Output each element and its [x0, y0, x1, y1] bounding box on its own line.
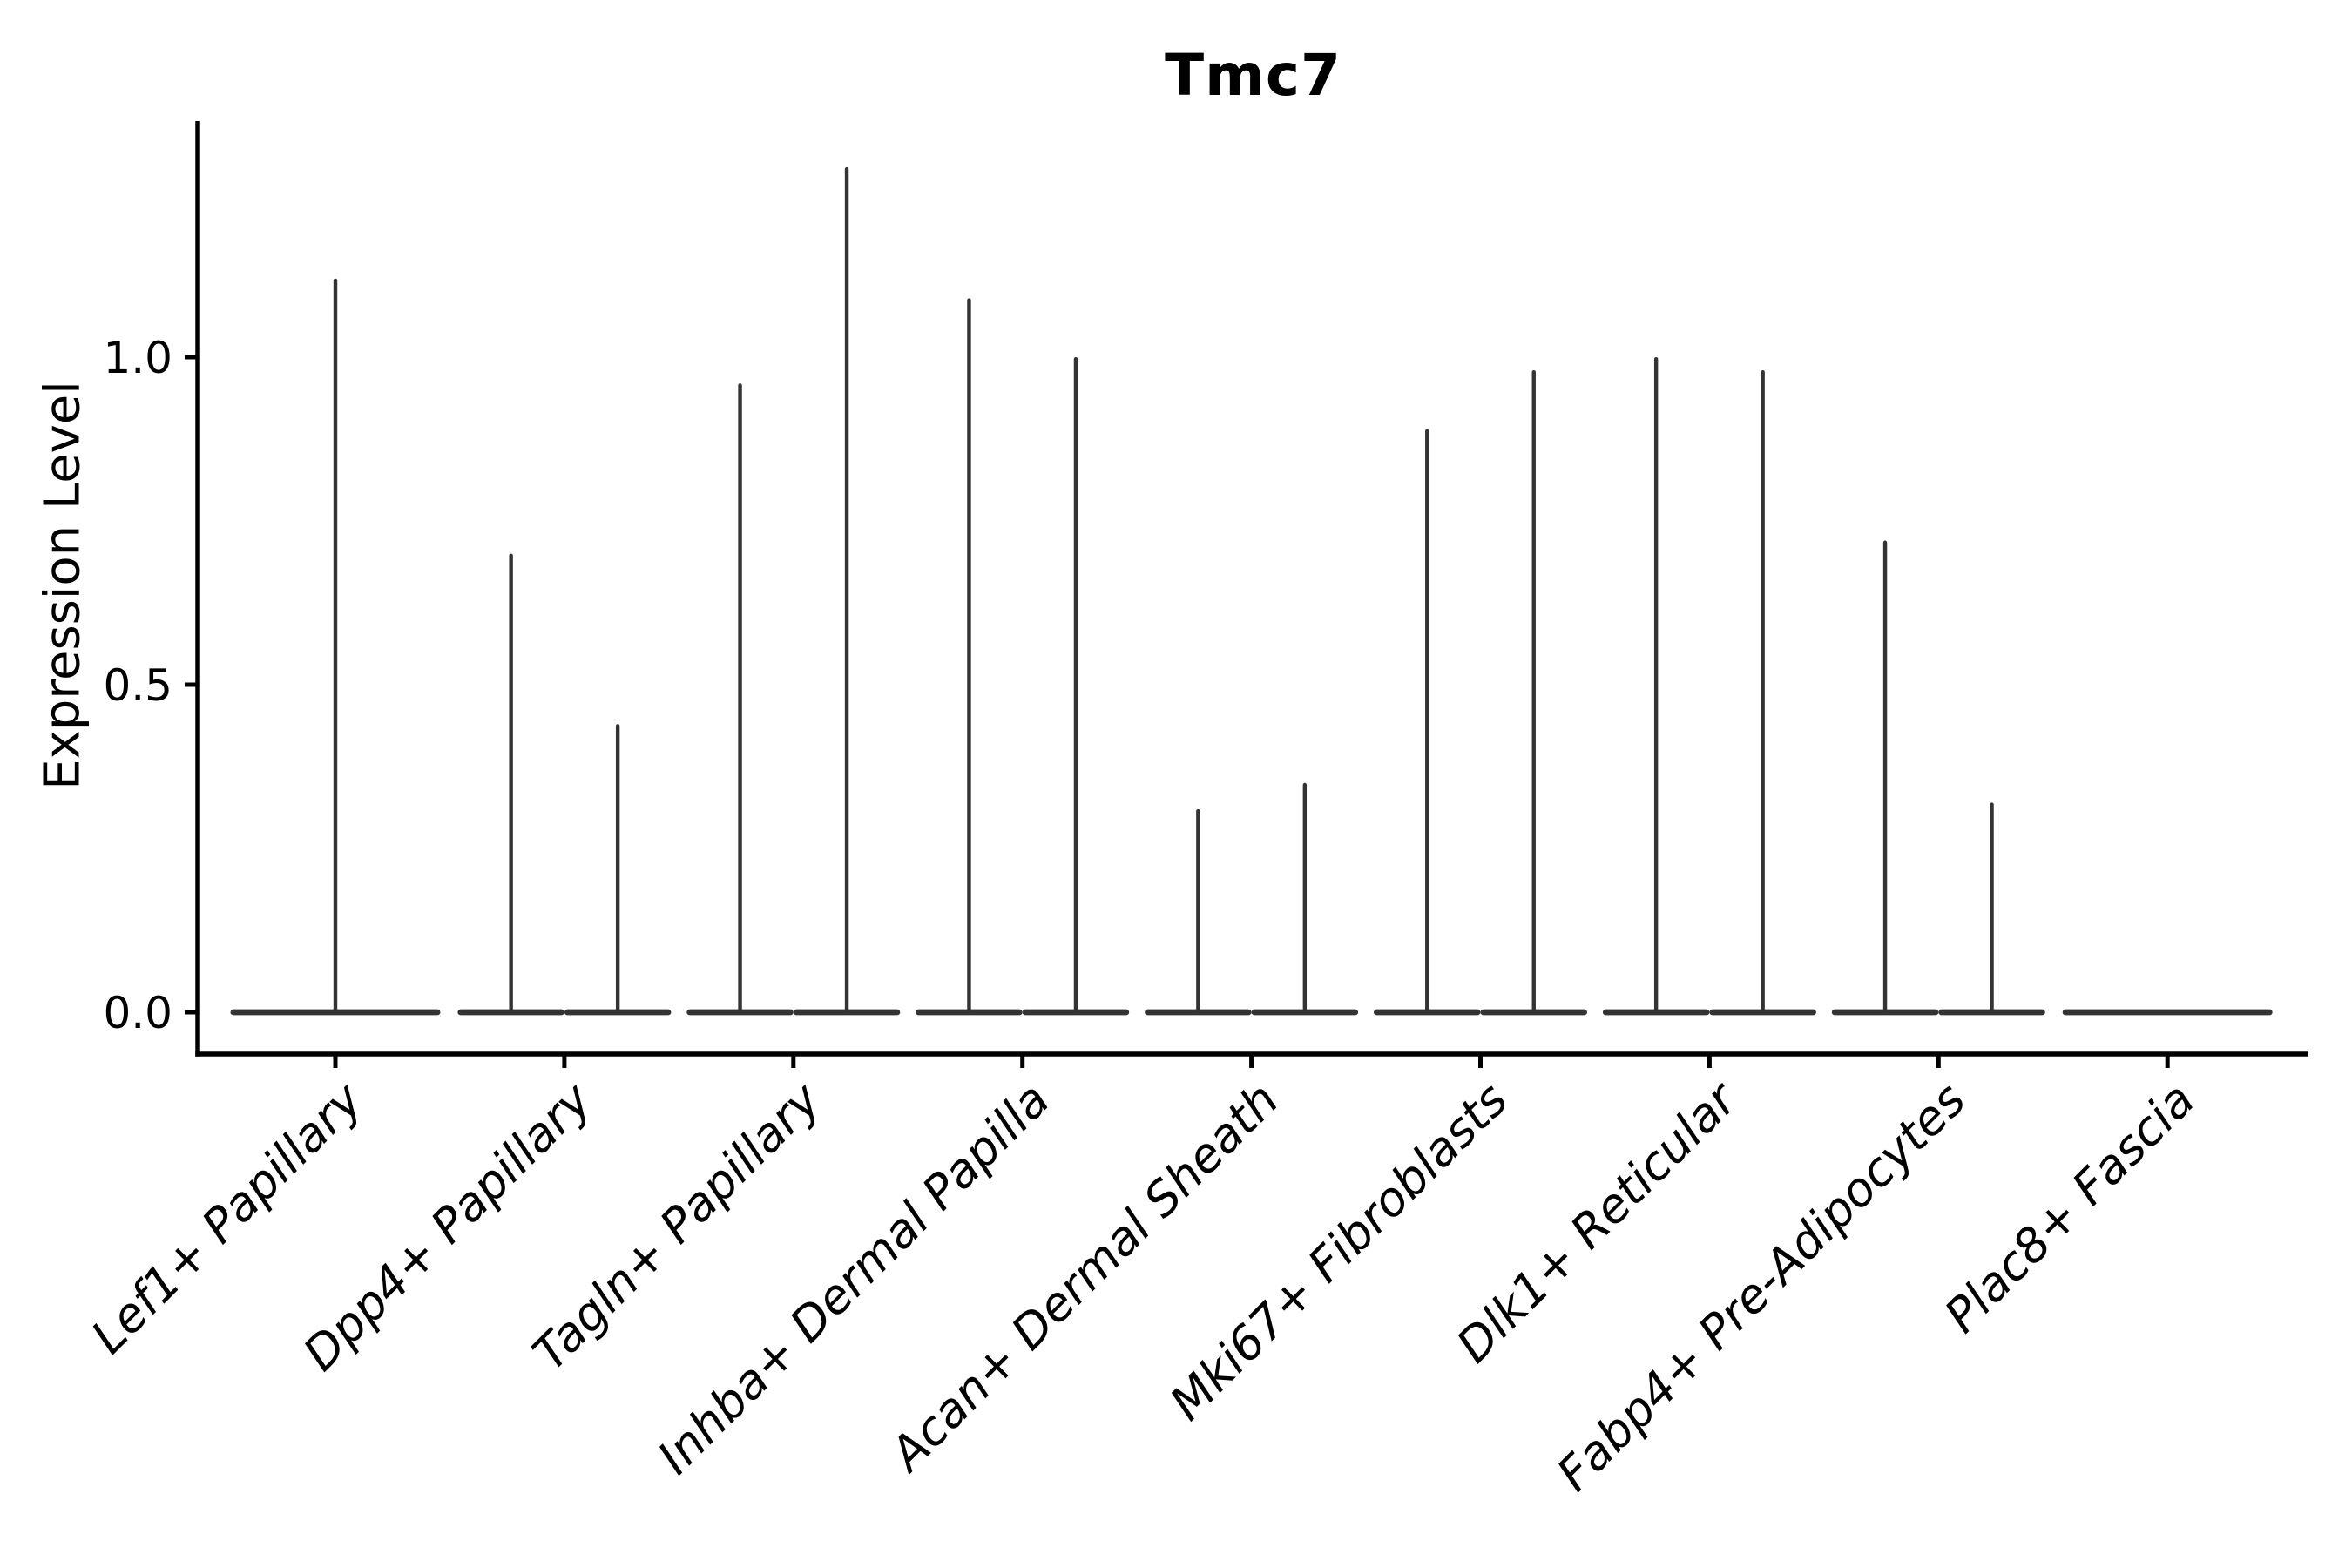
- x-tick-label: Acan+ Dermal Sheath: [878, 1072, 1289, 1484]
- x-tick-label: Inhba+ Dermal Papilla: [647, 1072, 1060, 1485]
- y-tick-label: 0.0: [103, 988, 172, 1038]
- chart-title: Tmc7: [1165, 42, 1342, 109]
- violin-base: [2062, 1009, 2273, 1016]
- y-tick-label: 0.5: [103, 660, 172, 711]
- x-tick-label: Plac8+ Fascia: [1934, 1072, 2205, 1343]
- y-tick-label: 1.0: [103, 333, 172, 383]
- x-tick-label: Fabp4+ Pre-Adipocytes: [1546, 1072, 1976, 1502]
